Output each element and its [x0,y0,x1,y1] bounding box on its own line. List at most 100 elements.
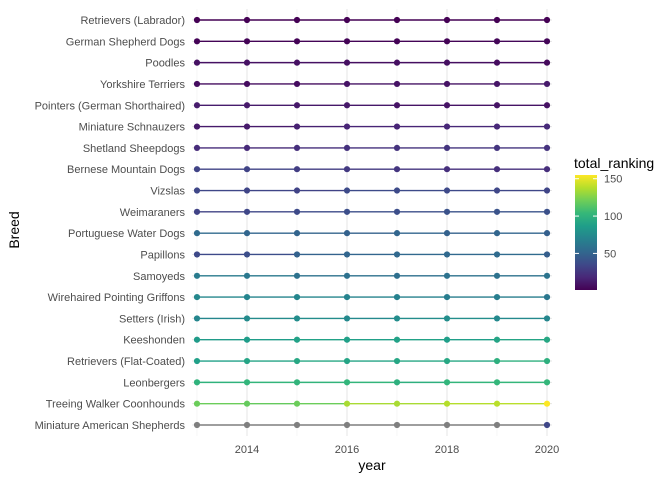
data-point [193,230,201,237]
data-point [343,230,351,237]
series-poodles [193,59,551,66]
y-tick-label: German Shepherd Dogs [66,36,186,48]
data-point [343,336,351,343]
data-point [493,38,501,45]
y-tick-label: Retrievers (Labrador) [80,15,185,27]
series-leonbergers [193,379,551,386]
y-axis-title: Breed [6,211,22,248]
data-point [393,80,401,88]
y-tick-label: Miniature American Shepherds [35,420,186,432]
data-point [393,251,401,258]
legend-tick-label: 50 [604,248,616,260]
data-point [493,123,501,130]
data-point [193,59,201,66]
series-retrievers-labrador [193,16,551,24]
series-wirehaired-pointing-griffons [193,294,551,301]
data-point [243,123,251,130]
data-point [343,272,351,279]
x-axis-title: year [358,457,386,473]
data-point [293,208,301,215]
data-point [293,357,301,365]
y-axis-tick-labels: Retrievers (Labrador) German Shepherd Dog… [35,15,186,432]
x-tick-label: 2018 [435,444,459,456]
y-tick-label: Retrievers (Flat-Coated) [67,356,185,368]
series-setters-irish [193,315,551,322]
data-point [543,16,551,24]
data-point [393,400,401,407]
data-point [543,230,551,237]
data-point [293,379,301,386]
panel-grid [192,9,552,436]
data-point [343,80,351,88]
y-tick-label: Pointers (German Shorthaired) [35,100,185,112]
data-point [293,315,301,322]
data-point [493,187,501,194]
legend: total_ranking 50 100 150 [574,155,654,290]
data-point [493,315,501,322]
data-point [443,336,451,343]
data-point [393,272,401,279]
data-point [543,379,551,386]
data-point [243,187,251,194]
data-point [343,421,351,429]
data-point [493,102,501,109]
data-point [293,187,301,194]
data-point [443,230,451,237]
data-point [393,187,401,194]
data-point [243,272,251,279]
data-point [243,421,251,429]
data-point [243,80,251,88]
x-tick-label: 2016 [335,444,359,456]
data-point [443,208,451,215]
y-tick-label: Wirehaired Pointing Griffons [48,292,186,304]
data-point [543,102,551,109]
data-point [293,421,301,429]
data-point [443,102,451,109]
y-tick-label: Poodles [145,58,185,70]
data-point [443,400,451,407]
data-point [493,400,501,407]
data-point [343,208,351,215]
data-point [243,315,251,322]
series-vizslas [193,187,551,194]
y-tick-label: Vizslas [150,186,185,198]
data-point [293,294,301,301]
data-point [293,59,301,66]
data-point [443,166,451,173]
data-point [243,38,251,45]
data-point [443,187,451,194]
series-layer [193,16,551,429]
data-point [543,421,551,429]
data-point [543,272,551,279]
series-keeshonden [193,336,551,343]
data-point [243,379,251,386]
data-point [243,336,251,343]
data-point [393,16,401,24]
data-point [193,294,201,301]
data-point [243,59,251,66]
data-point [493,166,501,173]
y-tick-label: Setters (Irish) [119,313,185,325]
data-point [343,379,351,386]
data-point [443,38,451,45]
series-bernese-mountain-dogs [193,166,551,173]
legend-ticks: 50 100 150 [575,174,622,260]
legend-title: total_ranking [574,155,654,171]
x-tick-label: 2020 [535,444,559,456]
data-point [343,38,351,45]
data-point [243,357,251,365]
data-point [193,251,201,258]
legend-tick-label: 100 [604,211,622,223]
data-point [543,38,551,45]
data-point [443,251,451,258]
data-point [393,315,401,322]
data-point [243,208,251,215]
data-point [443,315,451,322]
data-point [293,336,301,343]
y-tick-label: Bernese Mountain Dogs [67,164,186,176]
y-tick-label: Yorkshire Terriers [100,79,185,91]
data-point [543,315,551,322]
data-point [543,144,551,151]
series-miniature-schnauzers [193,123,551,130]
